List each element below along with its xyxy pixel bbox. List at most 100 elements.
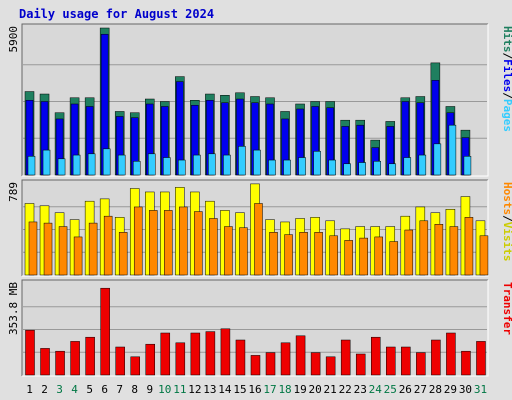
panel-edge-light: [22, 24, 489, 177]
x-tick-label: 22: [339, 383, 352, 396]
x-tick-label: 5: [86, 383, 93, 396]
bar-pages-day-3: [57, 158, 66, 176]
panel-edge-dark: [21, 279, 488, 376]
x-tick-label: 9: [146, 383, 153, 396]
panel-transfer: 353.8 MB Transfer: [7, 279, 512, 377]
bar-hosts-day-3: [58, 226, 68, 276]
x-tick-label: 30: [459, 383, 472, 396]
bar-pages-day-8: [132, 161, 141, 176]
bar-pages-day-29: [448, 124, 457, 176]
bar-hosts-day-9: [149, 210, 158, 276]
bar-transfer-day-2: [40, 348, 50, 376]
bar-transfer-day-10: [160, 332, 171, 376]
bar-pages-day-17: [268, 159, 276, 176]
y-max-label: 5900: [7, 26, 20, 53]
legend-hosts-visits: Hosts/Visits: [501, 182, 512, 262]
bar-transfer-day-24: [370, 336, 381, 376]
bar-hosts-day-29: [449, 226, 459, 276]
x-tick-label: 1: [26, 383, 33, 396]
bar-transfer-day-26: [401, 346, 411, 376]
bar-pages-day-14: [223, 154, 231, 176]
bar-pages-day-25: [388, 163, 397, 176]
bar-pages-day-27: [418, 154, 427, 176]
bar-hosts-day-23: [359, 237, 368, 276]
legend-entry: Transfer: [501, 282, 512, 335]
bar-hosts-day-13: [209, 218, 218, 276]
bar-transfer-day-23: [355, 353, 366, 376]
bar-pages-day-28: [433, 143, 442, 176]
bar-pages-day-24: [373, 161, 381, 176]
bar-pages-day-30: [463, 156, 472, 176]
x-tick-label: 28: [429, 383, 442, 396]
legend-transfer: Transfer: [501, 282, 512, 335]
bar-hosts-day-4: [73, 236, 83, 276]
bar-pages-day-18: [283, 159, 291, 176]
bar-pages-day-11: [178, 159, 186, 176]
legend-entry: Hits: [501, 26, 512, 53]
x-tick-label: 6: [101, 383, 108, 396]
bar-hosts-day-22: [344, 240, 353, 276]
x-tick-label: 26: [399, 383, 412, 396]
panel-edge-dark: [21, 179, 488, 276]
legend-entry: /: [501, 215, 512, 222]
bar-pages-day-13: [208, 153, 216, 176]
bar-hosts-day-19: [299, 232, 308, 276]
bar-hosts-day-24: [374, 236, 383, 276]
bar-hosts-day-21: [329, 235, 338, 276]
x-tick-label: 18: [278, 383, 291, 396]
bar-transfer-day-22: [340, 339, 351, 376]
bar-transfer-day-9: [145, 343, 156, 376]
x-tick-label: 15: [233, 383, 246, 396]
bar-hosts-day-7: [118, 232, 128, 276]
bar-transfer-day-31: [476, 341, 486, 376]
bar-transfer-day-11: [175, 342, 186, 376]
legend-entry: Files: [501, 59, 512, 92]
bar-hosts-day-15: [239, 227, 248, 276]
legend-entry: Pages: [501, 99, 512, 132]
bar-hosts-day-8: [133, 206, 143, 276]
x-tick-label: 7: [116, 383, 123, 396]
bar-pages-day-4: [72, 154, 81, 176]
legend-entry: Hosts: [501, 182, 512, 215]
bar-hosts-day-20: [314, 232, 323, 276]
x-tick-label: 17: [263, 383, 276, 396]
bar-transfer-day-14: [220, 328, 231, 376]
x-tick-label: 13: [203, 383, 216, 396]
bar-transfer-day-19: [295, 335, 306, 376]
bar-transfer-day-15: [235, 339, 246, 376]
legend-entry: /: [501, 53, 512, 60]
x-tick-label: 31: [474, 383, 487, 396]
bar-hosts-day-30: [464, 217, 474, 276]
bar-pages-day-19: [298, 157, 306, 176]
legend-entry: /: [501, 92, 512, 99]
bar-transfer-day-28: [431, 339, 441, 376]
bar-hosts-day-11: [179, 206, 188, 276]
y-max-label: 789: [7, 182, 20, 202]
bar-hosts-day-26: [404, 229, 414, 276]
bar-pages-day-7: [117, 154, 126, 176]
x-tick-label: 19: [293, 383, 306, 396]
bar-hosts-day-31: [479, 235, 489, 276]
bar-transfer-day-16: [250, 355, 261, 376]
bar-transfer-day-7: [115, 346, 125, 376]
bar-pages-day-21: [328, 159, 336, 176]
bar-hosts-day-18: [284, 234, 293, 276]
bar-hosts-day-28: [434, 224, 444, 276]
bar-hosts-day-2: [43, 222, 53, 276]
bar-hosts-day-25: [389, 241, 399, 276]
bar-transfer-day-29: [446, 332, 456, 376]
bar-transfer-day-30: [461, 350, 471, 376]
bar-pages-day-23: [358, 162, 366, 176]
x-tick-label: 14: [218, 383, 232, 396]
bar-hosts-day-1: [28, 221, 38, 276]
bar-pages-day-22: [343, 163, 351, 176]
bar-transfer-day-20: [310, 352, 321, 376]
bar-pages-day-9: [148, 153, 156, 176]
x-tick-label: 10: [158, 383, 171, 396]
bar-hosts-day-16: [254, 203, 263, 276]
legend-entry: Visits: [501, 222, 512, 262]
bar-transfer-day-18: [280, 342, 291, 376]
bar-pages-day-15: [238, 146, 246, 176]
bar-transfer-day-25: [386, 346, 396, 376]
